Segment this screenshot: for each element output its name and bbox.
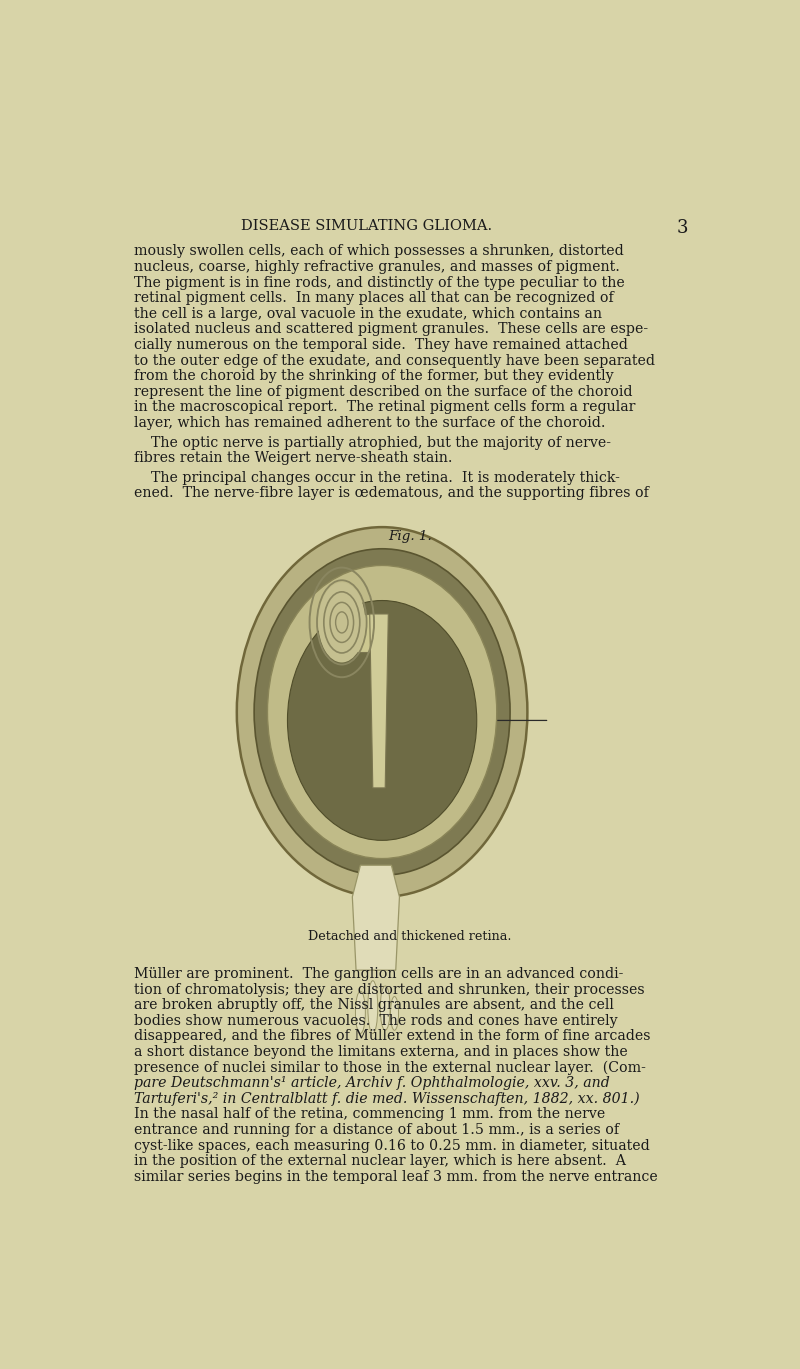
Text: isolated nucleus and scattered pigment granules.  These cells are espe-: isolated nucleus and scattered pigment g… — [134, 322, 648, 337]
Ellipse shape — [380, 986, 390, 1031]
Text: layer, which has remained adherent to the surface of the choroid.: layer, which has remained adherent to th… — [134, 416, 606, 430]
Text: cially numerous on the temporal side.  They have remained attached: cially numerous on the temporal side. Th… — [134, 338, 628, 352]
Text: Tartuferi's,² in Centralblatt f. die med. Wissenschaften, 1882, xx. 801.): Tartuferi's,² in Centralblatt f. die med… — [134, 1092, 640, 1106]
Ellipse shape — [267, 565, 497, 858]
Polygon shape — [370, 613, 388, 789]
Text: disappeared, and the fibres of Müller extend in the form of fine arcades: disappeared, and the fibres of Müller ex… — [134, 1029, 650, 1043]
Text: In the nasal half of the retina, commencing 1 mm. from the nerve: In the nasal half of the retina, commenc… — [134, 1108, 606, 1121]
Text: Fig. 1.: Fig. 1. — [388, 530, 432, 543]
Text: tion of chromatolysis; they are distorted and shrunken, their processes: tion of chromatolysis; they are distorte… — [134, 983, 645, 997]
Text: in the macroscopical report.  The retinal pigment cells form a regular: in the macroscopical report. The retinal… — [134, 400, 635, 415]
Text: a short distance beyond the limitans externa, and in places show the: a short distance beyond the limitans ext… — [134, 1045, 628, 1060]
Ellipse shape — [355, 991, 366, 1034]
Text: mously swollen cells, each of which possesses a shrunken, distorted: mously swollen cells, each of which poss… — [134, 245, 624, 259]
Text: the cell is a large, oval vacuole in the exudate, which contains an: the cell is a large, oval vacuole in the… — [134, 307, 602, 320]
Text: in the position of the external nuclear layer, which is here absent.  A: in the position of the external nuclear … — [134, 1154, 626, 1168]
Text: entrance and running for a distance of about 1.5 mm., is a series of: entrance and running for a distance of a… — [134, 1123, 619, 1138]
Text: to the outer edge of the exudate, and consequently have been separated: to the outer edge of the exudate, and co… — [134, 353, 655, 368]
Text: DISEASE SIMULATING GLIOMA.: DISEASE SIMULATING GLIOMA. — [241, 219, 492, 233]
Circle shape — [318, 582, 366, 663]
Ellipse shape — [287, 601, 477, 841]
Text: similar series begins in the temporal leaf 3 mm. from the nerve entrance: similar series begins in the temporal le… — [134, 1170, 658, 1184]
Ellipse shape — [237, 527, 527, 897]
Text: cyst-like spaces, each measuring 0.16 to 0.25 mm. in diameter, situated: cyst-like spaces, each measuring 0.16 to… — [134, 1139, 650, 1153]
Text: Müller are prominent.  The ganglion cells are in an advanced condi-: Müller are prominent. The ganglion cells… — [134, 967, 623, 982]
Text: The pigment is in fine rods, and distinctly of the type peculiar to the: The pigment is in fine rods, and distinc… — [134, 275, 625, 290]
Ellipse shape — [368, 980, 378, 1034]
Text: ened.  The nerve-fibre layer is œdematous, and the supporting fibres of: ened. The nerve-fibre layer is œdematous… — [134, 486, 649, 500]
Text: from the choroid by the shrinking of the former, but they evidently: from the choroid by the shrinking of the… — [134, 370, 614, 383]
Text: fibres retain the Weigert nerve-sheath stain.: fibres retain the Weigert nerve-sheath s… — [134, 452, 453, 465]
Text: are broken abruptly off, the Nissl granules are absent, and the cell: are broken abruptly off, the Nissl granu… — [134, 998, 614, 1012]
Text: nucleus, coarse, highly refractive granules, and masses of pigment.: nucleus, coarse, highly refractive granu… — [134, 260, 620, 274]
Text: represent the line of pigment described on the surface of the choroid: represent the line of pigment described … — [134, 385, 633, 398]
Ellipse shape — [254, 549, 510, 875]
Text: The optic nerve is partially atrophied, but the majority of nerve-: The optic nerve is partially atrophied, … — [151, 435, 611, 449]
Ellipse shape — [390, 997, 398, 1031]
Text: Detached and thickened retina.: Detached and thickened retina. — [308, 930, 512, 943]
Text: retinal pigment cells.  In many places all that can be recognized of: retinal pigment cells. In many places al… — [134, 292, 614, 305]
Text: bodies show numerous vacuoles.  The rods and cones have entirely: bodies show numerous vacuoles. The rods … — [134, 1014, 618, 1028]
Polygon shape — [352, 865, 399, 971]
Text: The principal changes occur in the retina.  It is moderately thick-: The principal changes occur in the retin… — [151, 471, 620, 485]
Polygon shape — [354, 613, 379, 652]
Text: presence of nuclei similar to those in the external nuclear layer.  (Com-: presence of nuclei similar to those in t… — [134, 1061, 646, 1075]
Text: 3: 3 — [677, 219, 688, 237]
Text: pare Deutschmann's¹ article, Archiv f. Ophthalmologie, xxv. 3, and: pare Deutschmann's¹ article, Archiv f. O… — [134, 1076, 610, 1090]
